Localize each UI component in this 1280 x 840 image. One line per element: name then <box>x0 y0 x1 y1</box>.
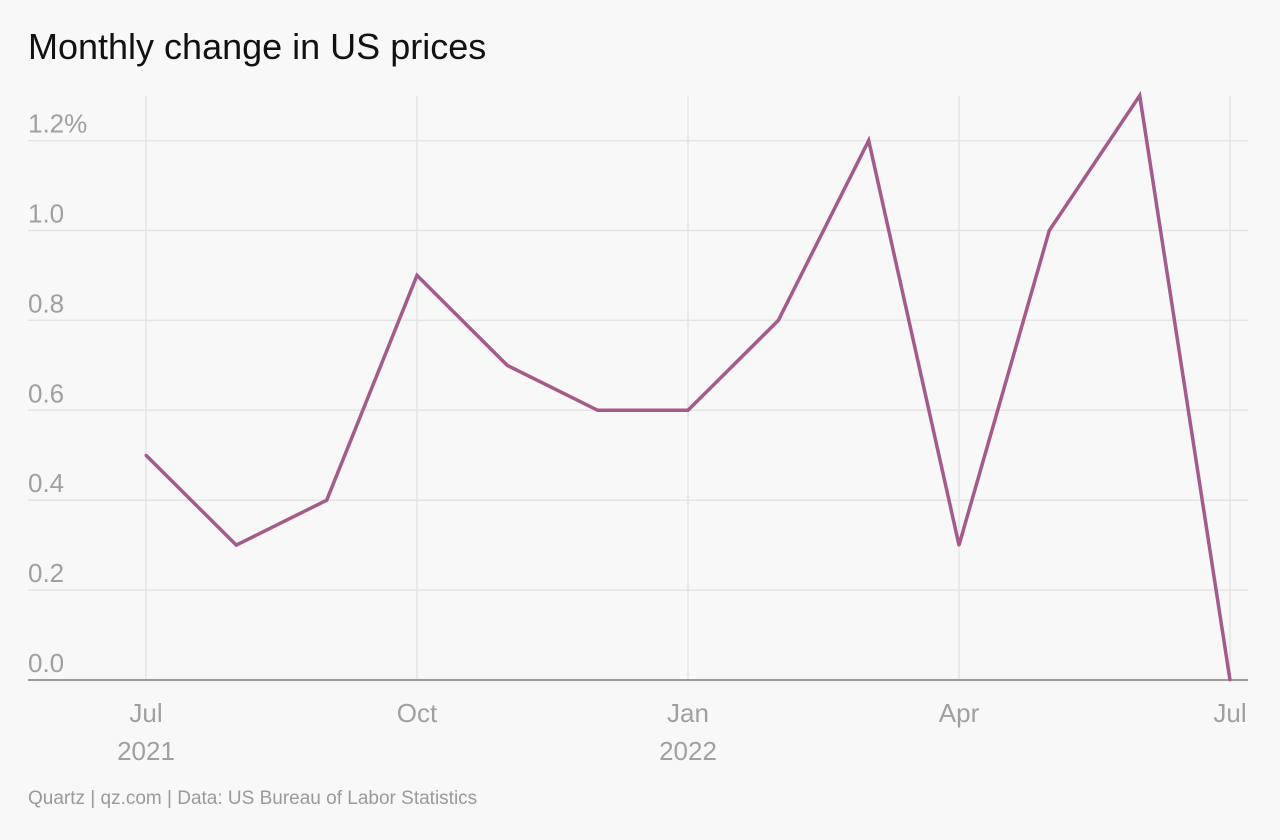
y-tick-label: 0.2 <box>28 558 64 588</box>
y-tick-label: 1.2% <box>28 109 87 139</box>
y-tick-labels: 0.0 0.2 0.4 0.6 0.8 1.0 1.2% <box>28 109 87 678</box>
data-point <box>234 543 238 547</box>
y-tick-label: 0.4 <box>28 468 64 498</box>
data-point <box>1047 229 1051 232</box>
x-tick-label: Jul <box>1213 698 1246 728</box>
x-tick-label: Oct <box>397 698 438 728</box>
data-point <box>867 139 871 143</box>
grid-lines <box>28 96 1248 681</box>
x-tick-year-label: 2021 <box>117 736 175 766</box>
x-tick-label: Apr <box>939 698 980 728</box>
series-layer <box>144 90 1232 682</box>
y-tick-label: 0.6 <box>28 378 64 408</box>
data-point <box>325 498 329 502</box>
x-tick-year-label: 2022 <box>659 736 717 766</box>
data-point <box>596 408 600 412</box>
data-point <box>686 408 690 412</box>
data-point <box>1138 94 1142 98</box>
source-credit: Quartz | qz.com | Data: US Bureau of Lab… <box>28 788 478 809</box>
y-tick-label: 0.8 <box>28 288 64 318</box>
x-tick-label: Jul <box>129 698 162 728</box>
x-tick-label: Jan <box>667 698 709 728</box>
y-tick-label: 0.0 <box>28 648 64 678</box>
data-point <box>957 543 961 547</box>
chart-title: Monthly change in US prices <box>28 26 487 67</box>
data-point <box>415 273 419 277</box>
data-point <box>144 453 148 457</box>
x-tick-labels: Jul 2021 Oct Jan 2022 Apr Jul <box>117 698 1247 766</box>
data-point <box>1228 678 1232 682</box>
data-point <box>776 318 780 322</box>
y-tick-label: 1.0 <box>28 199 64 229</box>
data-point <box>505 363 509 367</box>
